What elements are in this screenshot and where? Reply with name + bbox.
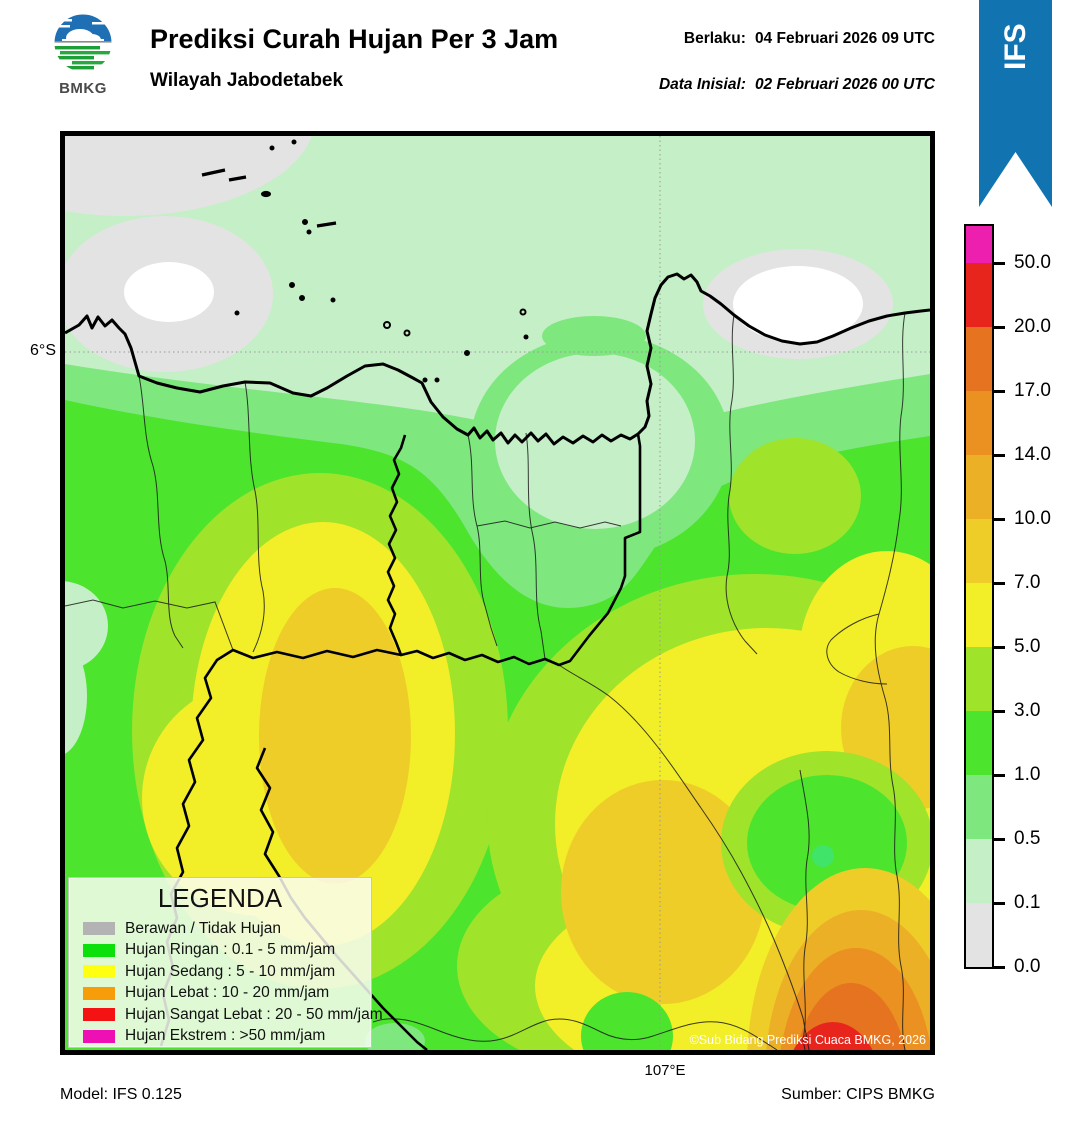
- legend-label: Berawan / Tidak Hujan: [125, 919, 281, 937]
- district-boundaries: [65, 312, 906, 1050]
- colorbar-tick: [994, 326, 1005, 329]
- valid-time: Berlaku: 04 Februari 2026 09 UTC: [684, 30, 935, 48]
- colorbar-segment: [966, 263, 992, 327]
- colorbar-tick: [994, 262, 1005, 265]
- colorbar-tick-label: 3.0: [1014, 700, 1041, 721]
- colorbar-tick: [994, 774, 1005, 777]
- bmkg-logo-label: BMKG: [59, 80, 107, 97]
- colorbar-tick: [994, 902, 1005, 905]
- rain-contours: [65, 136, 930, 1050]
- legend-label: Hujan Lebat : 10 - 20 mm/jam: [125, 984, 330, 1002]
- longitude-label: 107°E: [644, 1062, 686, 1079]
- colorbar-segment: [966, 455, 992, 519]
- footer-source: Sumber: CIPS BMKG: [781, 1086, 935, 1103]
- graticule: [65, 136, 930, 1050]
- legend-label: Hujan Ekstrem : >50 mm/jam: [125, 1027, 326, 1045]
- colorbar-segment: [966, 391, 992, 455]
- legend-label: Hujan Sedang : 5 - 10 mm/jam: [125, 962, 336, 980]
- coastline: [65, 272, 930, 446]
- colorbar-tick-label: 10.0: [1014, 508, 1051, 529]
- colorbar-tick: [994, 838, 1005, 841]
- legend-item: Hujan Sangat Lebat : 20 - 50 mm/jam: [69, 1004, 383, 1026]
- legend-box: LEGENDA Berawan / Tidak Hujan Hujan Ringa…: [68, 877, 383, 1048]
- colorbar-tick-label: 1.0: [1014, 764, 1041, 785]
- legend-item: Hujan Ringan : 0.1 - 5 mm/jam: [69, 940, 371, 962]
- initial-time-value: 02 Februari 2026 00 UTC: [754, 76, 935, 93]
- colorbar-tick: [994, 454, 1005, 457]
- legend-title: LEGENDA: [157, 883, 283, 913]
- legend-label: Hujan Ringan : 0.1 - 5 mm/jam: [125, 941, 336, 959]
- colorbar-segment: [966, 519, 992, 583]
- colorbar-tick: [994, 646, 1005, 649]
- colorbar-tick-label: 0.5: [1014, 828, 1041, 849]
- colorbar-segment: [966, 711, 992, 775]
- colorbar-tick-label: 17.0: [1014, 380, 1051, 401]
- legend-swatch: [83, 922, 115, 936]
- legend-swatch: [83, 1029, 115, 1043]
- colorbar-segment: [966, 583, 992, 647]
- page-subtitle: Wilayah Jabodetabek: [150, 70, 344, 91]
- legend-item: Hujan Lebat : 10 - 20 mm/jam: [69, 983, 371, 1005]
- legend-label: Hujan Sangat Lebat : 20 - 50 mm/jam: [125, 1005, 383, 1023]
- legend-rows: Berawan / Tidak Hujan Hujan Ringan : 0.1 …: [69, 918, 383, 1048]
- colorbar-segment: [966, 226, 992, 263]
- ribbon-label: IFS: [999, 23, 1032, 70]
- colorbar-segment: [966, 839, 992, 903]
- footer-model: Model: IFS 0.125: [60, 1086, 182, 1103]
- initial-time-label: Data Inisial:: [658, 76, 746, 93]
- colorbar-tick-label: 5.0: [1014, 636, 1041, 657]
- legend-item: Berawan / Tidak Hujan: [69, 918, 371, 940]
- bmkg-logo: BMKG: [45, 12, 121, 97]
- legend-swatch: [83, 986, 115, 1000]
- colorbar-tick: [994, 966, 1005, 969]
- colorbar-tick-label: 14.0: [1014, 444, 1051, 465]
- model-ribbon: IFS: [979, 0, 1052, 207]
- legend-item: Hujan Sedang : 5 - 10 mm/jam: [69, 961, 371, 983]
- colorbar-tick: [994, 390, 1005, 393]
- colorbar-tick-label: 0.1: [1014, 892, 1041, 913]
- map-canvas: LEGENDA Berawan / Tidak Hujan Hujan Ringa…: [65, 136, 930, 1050]
- legend-swatch: [83, 943, 115, 957]
- colorbar-scale: [964, 224, 994, 969]
- copyright-text: ©Sub Bidang Prediksi Cuaca BMKG, 2026: [689, 1033, 926, 1047]
- colorbar-tick-label: 7.0: [1014, 572, 1041, 593]
- colorbar-tick-label: 50.0: [1014, 252, 1051, 273]
- colorbar-segment: [966, 775, 992, 839]
- map-frame: LEGENDA Berawan / Tidak Hujan Hujan Ringa…: [60, 131, 935, 1055]
- initial-time: Data Inisial: 02 Februari 2026 00 UTC: [659, 76, 935, 94]
- legend-swatch: [83, 1008, 115, 1022]
- colorbar-tick: [994, 582, 1005, 585]
- latitude-label: 6°S: [30, 342, 56, 359]
- colorbar-segment: [966, 327, 992, 391]
- valid-time-value: 04 Februari 2026 09 UTC: [754, 30, 935, 47]
- page-title: Prediksi Curah Hujan Per 3 Jam: [150, 24, 559, 54]
- colorbar-tick: [994, 710, 1005, 713]
- colorbar-segment: [966, 903, 992, 967]
- colorbar: 50.0 20.0 17.0 14.0 10.0 7.0 5.0 3.0 1.0 0.5 0.1 0.…: [964, 224, 1072, 977]
- map-svg: [65, 136, 930, 1050]
- legend-item: Hujan Ekstrem : >50 mm/jam: [69, 1026, 371, 1048]
- colorbar-tick: [994, 518, 1005, 521]
- valid-time-label: Berlaku:: [683, 30, 746, 47]
- colorbar-segment: [966, 647, 992, 711]
- bmkg-logo-icon: [53, 13, 113, 73]
- colorbar-tick-label: 20.0: [1014, 316, 1051, 337]
- legend-swatch: [83, 965, 115, 979]
- islands: [201, 139, 529, 383]
- colorbar-tick-label: 0.0: [1014, 956, 1041, 977]
- ribbon-shape: [979, 0, 1052, 207]
